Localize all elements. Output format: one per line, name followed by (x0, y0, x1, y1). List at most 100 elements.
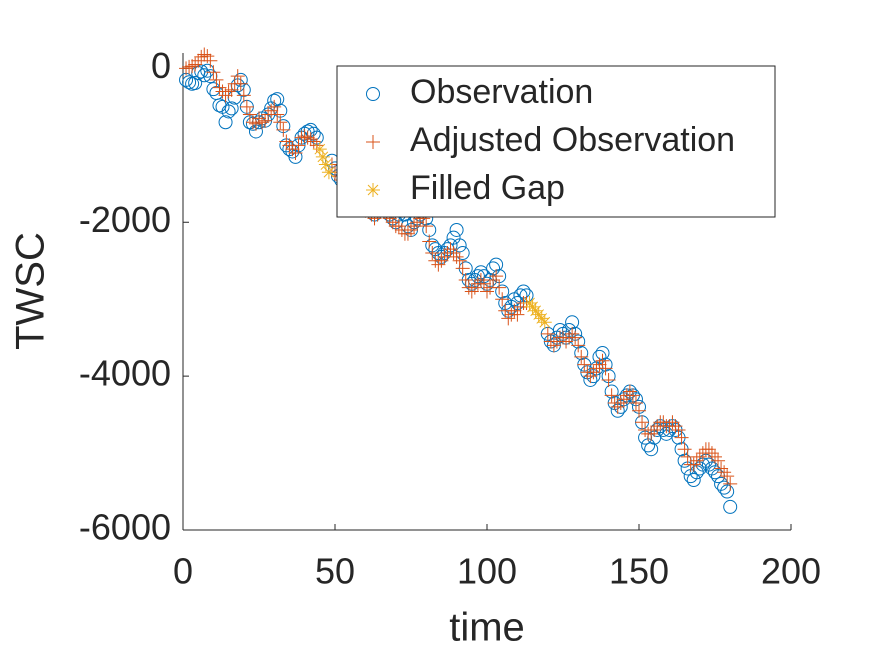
data-point (492, 280, 507, 295)
data-point (546, 338, 561, 353)
data-point (285, 142, 300, 157)
data-point (221, 104, 236, 119)
x-tick-label: 150 (609, 551, 669, 592)
data-point (404, 222, 418, 237)
data-point (604, 388, 619, 403)
data-point (315, 149, 330, 164)
data-point (188, 76, 203, 91)
data-point (577, 357, 592, 372)
data-point (188, 57, 203, 72)
data-point (303, 132, 318, 147)
data-point (692, 449, 707, 464)
data-point (300, 130, 315, 145)
data-point (686, 472, 701, 487)
data-point (255, 115, 270, 130)
data-point (391, 219, 406, 234)
data-point (191, 53, 206, 68)
data-point (574, 349, 589, 364)
data-point (236, 88, 251, 103)
data-point (233, 76, 248, 91)
data-point (185, 59, 200, 74)
data-point (559, 334, 574, 349)
data-point (248, 116, 263, 131)
y-tick-label: 0 (151, 45, 171, 86)
legend: Observation Adjusted Observation Filled Ga… (336, 65, 776, 218)
data-point (540, 326, 555, 341)
data-point (680, 449, 695, 464)
data-point (531, 307, 546, 322)
x-axis-title: time (449, 606, 525, 650)
data-point (422, 234, 437, 249)
data-point (309, 138, 324, 153)
data-point (276, 122, 291, 137)
data-point (686, 457, 701, 472)
legend-label: Observation (410, 73, 593, 111)
data-point (224, 101, 239, 116)
data-point (476, 276, 491, 291)
data-point (717, 465, 732, 480)
data-point (197, 47, 212, 62)
data-point (425, 246, 440, 261)
data-point (525, 299, 540, 314)
legend-label: Filled Gap (410, 169, 565, 207)
data-point (565, 326, 580, 341)
data-point (711, 453, 726, 468)
x-tick-label: 200 (761, 551, 821, 592)
data-point (452, 238, 467, 253)
data-point (449, 249, 464, 264)
data-point (182, 75, 197, 90)
data-point (671, 422, 686, 437)
data-point (628, 396, 643, 411)
data-point (595, 353, 610, 368)
data-point (312, 142, 327, 157)
data-point (613, 396, 628, 411)
data-point (218, 88, 233, 103)
data-point (410, 215, 425, 230)
data-point (708, 449, 722, 464)
y-tick-label: -6000 (79, 507, 171, 548)
data-point (318, 157, 333, 172)
legend-marker (366, 183, 380, 197)
data-point (258, 113, 273, 128)
data-point (194, 49, 209, 64)
data-point (610, 399, 625, 414)
data-point (522, 296, 537, 311)
y-tick-label: -4000 (79, 353, 171, 394)
data-point (273, 115, 288, 130)
data-point (528, 303, 543, 318)
data-point (625, 388, 640, 403)
data-point (446, 246, 461, 261)
data-point (723, 476, 738, 491)
data-point (443, 242, 458, 257)
data-point (489, 269, 504, 284)
data-point (434, 253, 449, 268)
data-point (534, 311, 549, 326)
data-point (501, 311, 516, 326)
data-point (321, 165, 336, 180)
data-point (632, 403, 646, 418)
data-point (473, 272, 488, 287)
legend-marker (366, 87, 380, 101)
data-point (583, 369, 598, 384)
data-point (674, 430, 689, 445)
data-point (230, 69, 245, 84)
data-point (622, 384, 637, 399)
data-point (252, 111, 266, 126)
x-tick-label: 0 (173, 551, 193, 592)
data-point (279, 134, 294, 149)
data-point (592, 357, 607, 372)
data-point (568, 330, 583, 345)
data-point (458, 272, 473, 287)
data-point (665, 415, 680, 430)
data-point (495, 292, 510, 307)
data-point (197, 68, 212, 83)
data-point (400, 226, 415, 241)
data-point (264, 103, 279, 118)
legend-box (336, 65, 776, 218)
data-point (571, 338, 586, 353)
data-point (407, 219, 422, 234)
data-point (385, 215, 400, 230)
data-point (267, 99, 282, 114)
